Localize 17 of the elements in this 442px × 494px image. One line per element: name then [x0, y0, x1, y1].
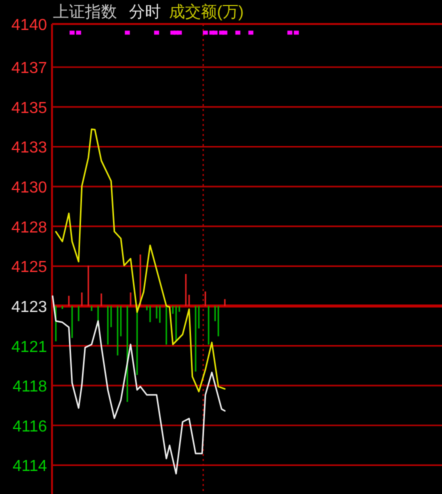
- y-tick-label: 4133: [11, 140, 48, 157]
- y-tick-label: 4123: [11, 298, 48, 316]
- y-tick-label: 4116: [12, 418, 48, 436]
- line-series: [52, 295, 226, 474]
- text: 成交额(万): [169, 3, 244, 21]
- y-tick-label: 4118: [12, 378, 48, 396]
- line-series: [55, 128, 226, 392]
- y-tick-label: 4130: [11, 180, 48, 197]
- y-tick-label: 4128: [11, 219, 48, 236]
- y-tick-label: 4137: [11, 60, 48, 78]
- chart-title: 上证指数: [53, 3, 117, 21]
- chart-subtitle: 分时: [129, 3, 161, 21]
- y-tick-label: 4135: [11, 100, 48, 117]
- y-tick-label: 4114: [12, 458, 48, 476]
- y-tick-label: 4140: [11, 17, 48, 34]
- y-tick-label: 4121: [11, 338, 48, 356]
- y-tick-label: 4125: [11, 259, 48, 276]
